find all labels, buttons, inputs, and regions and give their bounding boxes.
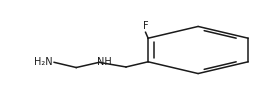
Text: H₂N: H₂N [34, 57, 53, 67]
Text: F: F [143, 21, 148, 31]
Text: NH: NH [97, 57, 111, 67]
